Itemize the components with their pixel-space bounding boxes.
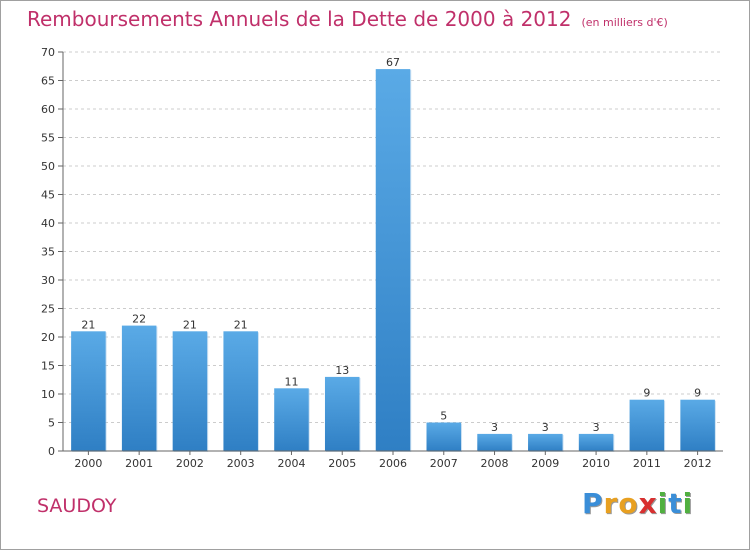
bar-value-label: 21	[234, 318, 248, 331]
y-tick-label: 70	[41, 46, 55, 59]
bar-value-label: 21	[183, 318, 197, 331]
y-tick-label: 25	[41, 303, 55, 316]
y-tick-label: 30	[41, 274, 55, 287]
x-tick-label: 2010	[582, 457, 610, 470]
bar-value-label: 9	[643, 387, 650, 400]
y-tick-label: 0	[48, 445, 55, 458]
x-tick-label: 2008	[481, 457, 509, 470]
y-tick-label: 55	[41, 132, 55, 145]
bar	[172, 331, 208, 451]
place-name: SAUDOY	[37, 495, 117, 517]
y-tick-label: 15	[41, 360, 55, 373]
bar-value-label: 3	[593, 421, 600, 434]
bar	[680, 399, 715, 451]
logo-letter: P	[582, 487, 604, 520]
bar	[426, 422, 462, 451]
bar-value-label: 5	[440, 410, 447, 423]
x-tick-label: 2004	[277, 457, 305, 470]
y-tick-label: 5	[48, 417, 55, 430]
x-tick-label: 2009	[531, 457, 559, 470]
bar	[375, 69, 411, 451]
chart-subtitle: (en milliers d'€)	[581, 16, 668, 29]
bar	[629, 399, 665, 451]
y-axis: 0 5 10 15 20 25 30 35 40 45 50 55 60 65 70	[41, 46, 64, 458]
bar	[223, 331, 258, 451]
x-tick-label: 2006	[379, 457, 407, 470]
y-tick-label: 10	[41, 388, 55, 401]
x-tick-label: 2011	[633, 457, 661, 470]
y-tick-label: 35	[41, 246, 55, 259]
x-tick-label: 2002	[176, 457, 204, 470]
bar	[324, 376, 360, 451]
y-tick-label: 50	[41, 160, 55, 173]
chart-title: Remboursements Annuels de la Dette de 20…	[27, 7, 668, 31]
x-axis: 2000 2001 2002 2003 2004 2005 2006 2007 2008 2009…	[63, 450, 723, 470]
x-tick-label: 2000	[74, 457, 102, 470]
bar	[528, 433, 563, 451]
bar-value-label: 67	[386, 56, 400, 69]
x-tick-label: 2001	[125, 457, 153, 470]
bar-value-label: 11	[284, 375, 298, 388]
y-tick-label: 60	[41, 103, 55, 116]
y-tick-label: 40	[41, 217, 55, 230]
bar-value-label: 21	[81, 318, 95, 331]
logo-letter: i	[682, 487, 694, 520]
x-tick-label: 2007	[430, 457, 458, 470]
bar	[477, 433, 512, 451]
x-tick-label: 2012	[684, 457, 712, 470]
bar	[274, 388, 309, 451]
bar-value-label: 3	[542, 421, 549, 434]
y-tick-label: 20	[41, 331, 55, 344]
x-tick-label: 2003	[227, 457, 255, 470]
logo-letter: t	[668, 487, 683, 520]
bar-value-label: 3	[491, 421, 498, 434]
logo-letter: r	[603, 487, 619, 520]
bar	[121, 325, 157, 451]
chart-title-text: Remboursements Annuels de la Dette de 20…	[27, 7, 572, 31]
logo-letter: i	[657, 487, 669, 520]
bar	[578, 433, 614, 451]
bar-value-label: 22	[132, 313, 146, 326]
bars: 21 22 21 21 11 13 67 5 3 3 3 9 9	[71, 56, 716, 452]
bar	[71, 331, 106, 451]
proxiti-logo: Proxiti	[582, 487, 693, 520]
y-tick-label: 45	[41, 189, 55, 202]
bar-value-label: 9	[694, 387, 701, 400]
logo-letter: x	[638, 487, 658, 520]
logo-letter: o	[618, 487, 639, 520]
x-tick-label: 2005	[328, 457, 356, 470]
bar-value-label: 13	[335, 364, 349, 377]
y-tick-label: 65	[41, 75, 55, 88]
